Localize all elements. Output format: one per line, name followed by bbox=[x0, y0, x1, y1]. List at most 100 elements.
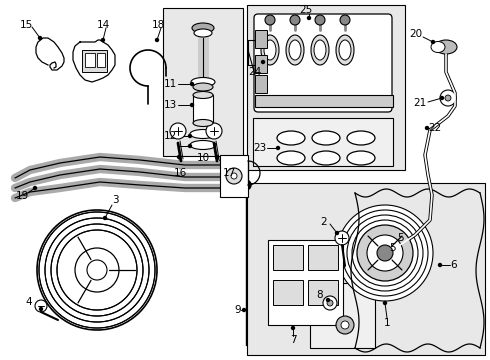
Circle shape bbox=[262, 60, 265, 63]
Text: 11: 11 bbox=[163, 79, 176, 89]
Ellipse shape bbox=[190, 130, 216, 139]
Ellipse shape bbox=[431, 41, 445, 53]
Bar bbox=[247, 183, 485, 355]
Bar bbox=[193, 95, 213, 123]
Bar bbox=[82, 50, 107, 72]
Circle shape bbox=[189, 144, 192, 148]
Text: 23: 23 bbox=[253, 143, 267, 153]
Ellipse shape bbox=[347, 151, 375, 165]
Text: 1: 1 bbox=[384, 318, 391, 328]
Circle shape bbox=[384, 302, 387, 305]
Circle shape bbox=[101, 39, 104, 41]
Polygon shape bbox=[73, 40, 115, 82]
Ellipse shape bbox=[261, 35, 279, 65]
Ellipse shape bbox=[191, 77, 215, 86]
Circle shape bbox=[276, 147, 279, 149]
Bar bbox=[308, 245, 338, 270]
Circle shape bbox=[216, 156, 219, 158]
Text: 12: 12 bbox=[163, 131, 176, 141]
Circle shape bbox=[35, 300, 47, 312]
Text: 4: 4 bbox=[25, 297, 32, 307]
Text: 5: 5 bbox=[390, 243, 396, 253]
Circle shape bbox=[241, 180, 251, 190]
Circle shape bbox=[103, 216, 106, 220]
Circle shape bbox=[308, 17, 311, 19]
Text: 24: 24 bbox=[248, 67, 262, 77]
Circle shape bbox=[40, 307, 43, 310]
Circle shape bbox=[292, 327, 294, 329]
Text: 22: 22 bbox=[428, 123, 441, 133]
Bar bbox=[253, 118, 393, 166]
Ellipse shape bbox=[193, 120, 213, 126]
Ellipse shape bbox=[286, 35, 304, 65]
Circle shape bbox=[189, 135, 192, 138]
Bar bbox=[308, 280, 338, 305]
Text: 18: 18 bbox=[151, 20, 165, 30]
Circle shape bbox=[352, 220, 418, 286]
Ellipse shape bbox=[277, 131, 305, 145]
Circle shape bbox=[377, 245, 393, 261]
Circle shape bbox=[206, 123, 222, 139]
Bar bbox=[255, 55, 267, 73]
Circle shape bbox=[39, 36, 42, 40]
Circle shape bbox=[441, 96, 443, 99]
Circle shape bbox=[265, 15, 275, 25]
Circle shape bbox=[177, 156, 180, 158]
Circle shape bbox=[326, 298, 329, 302]
Bar bbox=[273, 245, 303, 270]
Bar bbox=[255, 75, 267, 93]
Text: 25: 25 bbox=[299, 5, 313, 15]
Text: 21: 21 bbox=[414, 98, 427, 108]
FancyBboxPatch shape bbox=[254, 14, 392, 112]
Ellipse shape bbox=[312, 151, 340, 165]
Circle shape bbox=[439, 264, 441, 266]
Ellipse shape bbox=[192, 23, 214, 33]
Circle shape bbox=[367, 235, 403, 271]
Text: 13: 13 bbox=[163, 100, 176, 110]
Circle shape bbox=[87, 260, 107, 280]
Circle shape bbox=[33, 186, 36, 189]
Ellipse shape bbox=[311, 35, 329, 65]
Circle shape bbox=[191, 104, 194, 107]
Bar bbox=[97, 53, 105, 67]
Circle shape bbox=[315, 15, 325, 25]
Ellipse shape bbox=[312, 131, 340, 145]
Ellipse shape bbox=[336, 35, 354, 65]
Text: 7: 7 bbox=[290, 335, 296, 345]
Bar bbox=[273, 280, 303, 305]
Circle shape bbox=[170, 123, 186, 139]
Ellipse shape bbox=[193, 91, 213, 99]
Text: 5: 5 bbox=[397, 233, 403, 243]
Bar bbox=[247, 5, 405, 170]
Ellipse shape bbox=[190, 140, 216, 149]
Ellipse shape bbox=[289, 40, 301, 60]
Text: 9: 9 bbox=[235, 305, 241, 315]
Circle shape bbox=[327, 300, 333, 306]
Bar bbox=[255, 30, 267, 48]
Text: 2: 2 bbox=[320, 217, 327, 227]
Circle shape bbox=[342, 210, 428, 296]
Text: 10: 10 bbox=[196, 153, 210, 163]
Text: 17: 17 bbox=[222, 168, 236, 178]
Circle shape bbox=[336, 316, 354, 334]
Ellipse shape bbox=[277, 151, 305, 165]
Ellipse shape bbox=[314, 40, 326, 60]
Bar bbox=[268, 240, 343, 325]
Circle shape bbox=[243, 309, 245, 311]
Text: 16: 16 bbox=[173, 168, 187, 178]
Bar bbox=[310, 283, 375, 348]
Circle shape bbox=[75, 248, 119, 292]
Bar bbox=[255, 95, 393, 107]
Text: 19: 19 bbox=[15, 191, 28, 201]
Ellipse shape bbox=[193, 83, 213, 91]
Ellipse shape bbox=[435, 40, 457, 54]
Circle shape bbox=[226, 168, 242, 184]
Circle shape bbox=[357, 225, 413, 281]
Bar bbox=[85, 53, 95, 67]
Text: 6: 6 bbox=[451, 260, 457, 270]
Text: 20: 20 bbox=[410, 29, 422, 39]
Bar bbox=[220, 155, 248, 197]
Text: 3: 3 bbox=[112, 195, 118, 205]
Circle shape bbox=[445, 95, 451, 101]
Ellipse shape bbox=[194, 29, 212, 37]
